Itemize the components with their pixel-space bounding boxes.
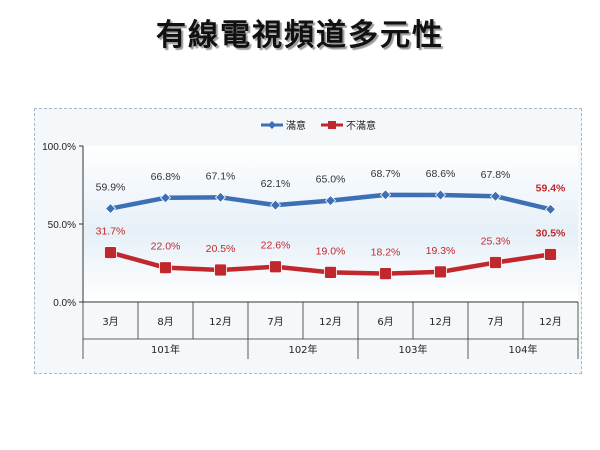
data-point xyxy=(159,192,172,204)
data-label: 22.0% xyxy=(151,241,181,253)
x-tick-label: 8月 xyxy=(157,316,173,328)
y-tick-label: 0.0% xyxy=(53,298,76,309)
x-tick-label: 6月 xyxy=(377,316,393,328)
legend-label: 不滿意 xyxy=(346,119,376,132)
data-label: 68.6% xyxy=(426,168,456,180)
page-title: 有線電視頻道多元性 xyxy=(156,18,444,53)
data-point xyxy=(269,260,282,274)
x-tick-label: 7月 xyxy=(487,316,503,328)
y-tick-label: 100.0% xyxy=(42,142,76,153)
data-label: 22.6% xyxy=(261,240,291,252)
x-tick-label: 12月 xyxy=(539,316,562,328)
data-label: 59.4% xyxy=(536,182,566,194)
data-label: 62.1% xyxy=(261,178,291,190)
legend: 滿意 不滿意 xyxy=(261,119,376,132)
legend-label: 滿意 xyxy=(286,119,306,132)
data-point xyxy=(104,202,117,215)
data-label: 31.7% xyxy=(96,226,126,238)
data-label: 67.1% xyxy=(206,170,236,182)
legend-marker-square xyxy=(328,121,336,129)
x-tick-label: 12月 xyxy=(209,316,232,328)
data-labels: 59.9% 66.8% 67.1% 62.1% 65.0% 68.7% 68.6% 67.8%… xyxy=(96,168,566,259)
data-label: 66.8% xyxy=(151,171,181,183)
data-point xyxy=(214,263,227,277)
data-label: 20.5% xyxy=(206,243,236,255)
x-tick-label: 7月 xyxy=(267,316,283,328)
data-label: 19.3% xyxy=(426,245,456,257)
data-point xyxy=(489,190,502,202)
data-point xyxy=(379,189,392,201)
data-point xyxy=(104,246,117,259)
x-group-label: 103年 xyxy=(398,343,427,356)
data-label: 30.5% xyxy=(536,227,566,239)
x-tick-label: 3月 xyxy=(102,316,118,328)
series-layer xyxy=(104,189,557,281)
x-group-label: 101年 xyxy=(151,343,180,356)
axes: 100.0% 50.0% 0.0% xyxy=(42,142,84,309)
data-label: 19.0% xyxy=(316,245,346,257)
data-point xyxy=(159,261,172,275)
data-point xyxy=(324,265,337,279)
x-tick-label: 12月 xyxy=(429,316,452,328)
data-label: 68.7% xyxy=(371,168,401,180)
data-point xyxy=(434,265,447,279)
data-point xyxy=(214,191,227,203)
legend-marker-diamond xyxy=(268,121,276,129)
data-point xyxy=(434,189,447,201)
data-point xyxy=(489,256,502,269)
data-point xyxy=(544,248,557,261)
data-point xyxy=(544,203,557,215)
data-label: 59.9% xyxy=(96,182,126,194)
y-tick-label: 50.0% xyxy=(48,220,76,231)
line-chart: 100.0% 50.0% 0.0% 滿意 不滿意 59.9% 66.8% 67.1% 62.… xyxy=(42,119,579,359)
x-group-label: 102年 xyxy=(288,343,317,356)
category-axis: 3月 8月 12月 7月 12月 6月 12月 7月 12月 101年 102年 103年 104年 xyxy=(82,301,579,359)
x-tick-label: 12月 xyxy=(319,316,342,328)
data-label: 65.0% xyxy=(316,174,346,186)
data-point xyxy=(269,199,282,211)
x-group-label: 104年 xyxy=(508,343,537,356)
data-label: 67.8% xyxy=(481,169,511,181)
data-point xyxy=(379,267,392,281)
chart-area: 100.0% 50.0% 0.0% 滿意 不滿意 59.9% 66.8% 67.1% 62.… xyxy=(34,108,582,374)
data-point xyxy=(324,195,337,207)
data-label: 25.3% xyxy=(481,236,511,248)
data-label: 18.2% xyxy=(371,247,401,259)
